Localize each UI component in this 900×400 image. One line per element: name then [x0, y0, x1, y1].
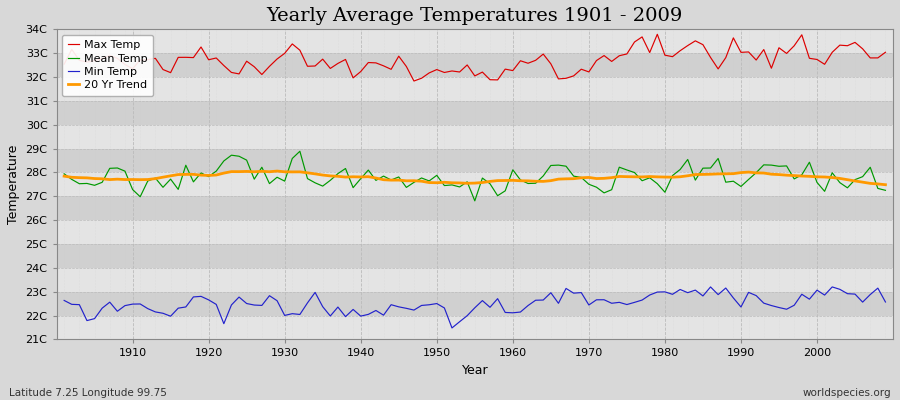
X-axis label: Year: Year: [462, 364, 488, 377]
Bar: [57, 316, 893, 340]
Bar: [57, 196, 893, 220]
20 Yr Trend: [294, 170, 305, 174]
Bar: [57, 220, 893, 244]
Min Temp: [120, 303, 130, 308]
Min Temp: [515, 310, 526, 314]
Bar: [57, 53, 893, 77]
Bar: [57, 268, 893, 292]
Mean Temp: [294, 149, 305, 154]
Line: 20 Yr Trend: 20 Yr Trend: [64, 171, 886, 185]
Y-axis label: Temperature: Temperature: [7, 145, 20, 224]
Bar: [57, 125, 893, 148]
Min Temp: [446, 326, 457, 330]
Legend: Max Temp, Mean Temp, Min Temp, 20 Yr Trend: Max Temp, Mean Temp, Min Temp, 20 Yr Tre…: [62, 35, 154, 96]
Max Temp: [58, 62, 69, 67]
Max Temp: [287, 42, 298, 46]
Line: Min Temp: Min Temp: [64, 287, 886, 328]
20 Yr Trend: [340, 175, 351, 180]
Bar: [57, 292, 893, 316]
Mean Temp: [287, 156, 298, 161]
Mean Temp: [340, 166, 351, 171]
Max Temp: [607, 59, 617, 64]
20 Yr Trend: [120, 177, 130, 182]
Line: Mean Temp: Mean Temp: [64, 151, 886, 201]
Mean Temp: [515, 178, 526, 182]
Bar: [57, 172, 893, 196]
Min Temp: [332, 305, 343, 310]
Text: worldspecies.org: worldspecies.org: [803, 388, 891, 398]
Mean Temp: [120, 169, 130, 174]
Max Temp: [332, 61, 343, 66]
Min Temp: [58, 298, 69, 303]
20 Yr Trend: [508, 178, 518, 183]
20 Yr Trend: [515, 178, 526, 183]
Max Temp: [508, 68, 518, 73]
Bar: [57, 77, 893, 101]
Max Temp: [652, 32, 662, 37]
20 Yr Trend: [58, 174, 69, 178]
Bar: [57, 29, 893, 53]
Max Temp: [880, 50, 891, 55]
Mean Temp: [523, 181, 534, 186]
Max Temp: [515, 58, 526, 63]
Mean Temp: [614, 165, 625, 170]
Max Temp: [409, 79, 419, 84]
Bar: [57, 148, 893, 172]
Bar: [57, 244, 893, 268]
Max Temp: [120, 62, 130, 67]
20 Yr Trend: [880, 182, 891, 187]
Min Temp: [287, 311, 298, 316]
Title: Yearly Average Temperatures 1901 - 2009: Yearly Average Temperatures 1901 - 2009: [266, 7, 683, 25]
Min Temp: [880, 300, 891, 304]
Min Temp: [508, 310, 518, 315]
Mean Temp: [880, 188, 891, 193]
Bar: [57, 101, 893, 125]
20 Yr Trend: [607, 175, 617, 180]
Line: Max Temp: Max Temp: [64, 34, 886, 81]
Min Temp: [607, 301, 617, 306]
20 Yr Trend: [272, 169, 283, 174]
Mean Temp: [58, 171, 69, 176]
Min Temp: [827, 284, 838, 289]
Text: Latitude 7.25 Longitude 99.75: Latitude 7.25 Longitude 99.75: [9, 388, 166, 398]
Mean Temp: [470, 198, 481, 203]
